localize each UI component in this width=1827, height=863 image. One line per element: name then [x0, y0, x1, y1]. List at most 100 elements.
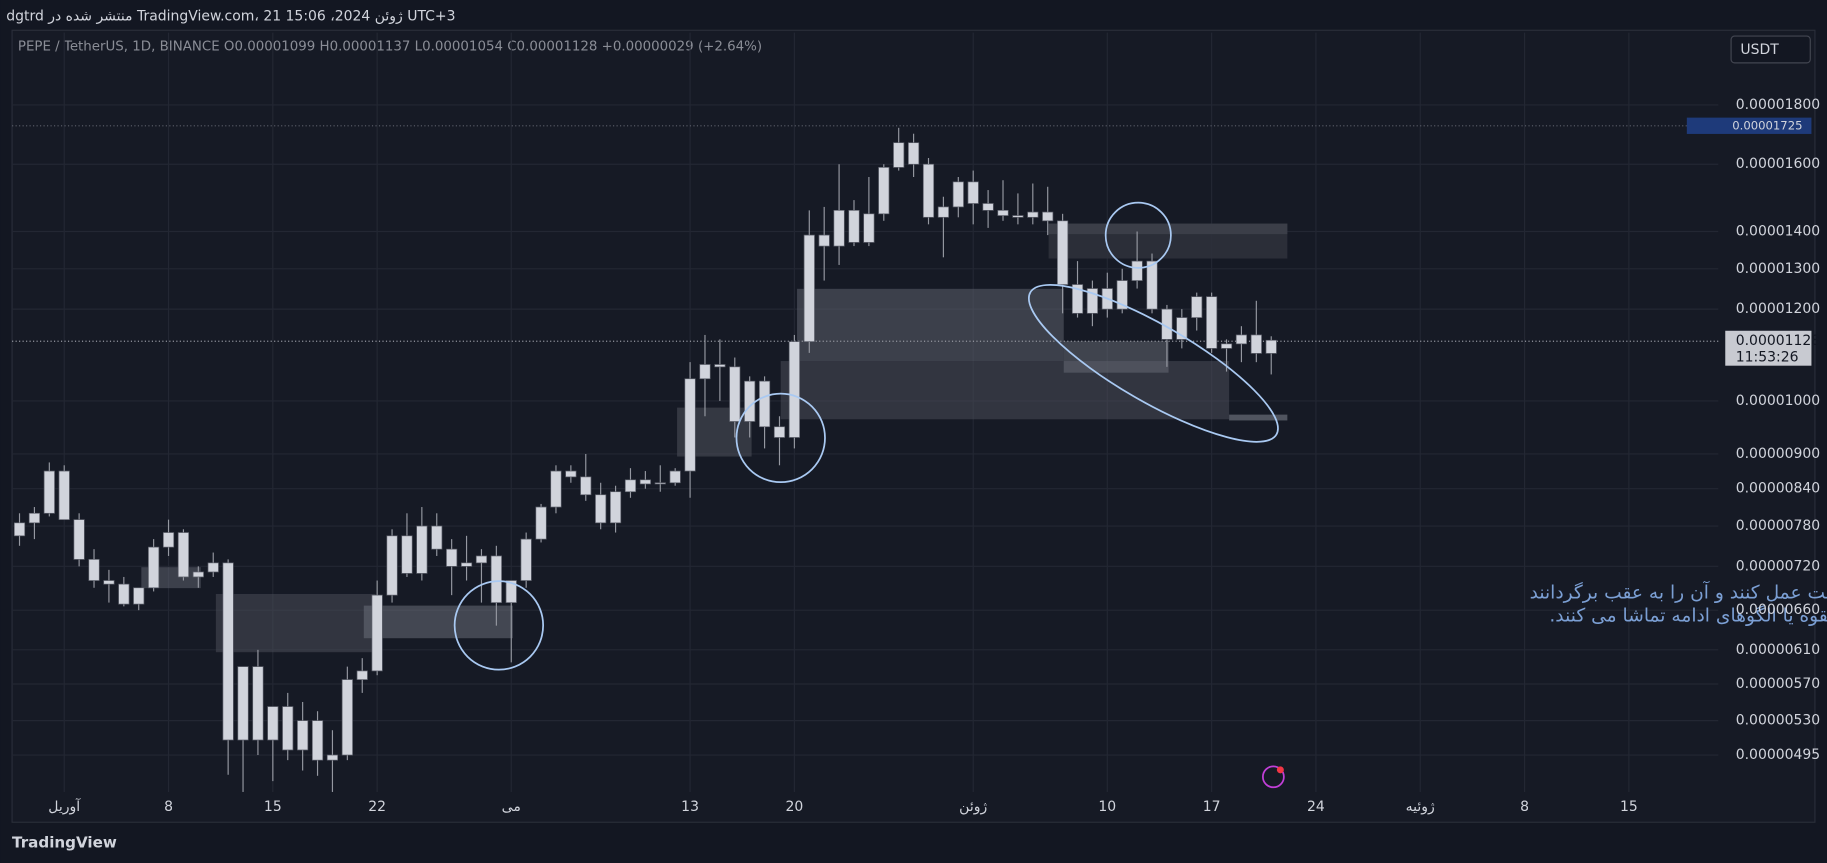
- candle-body: [371, 594, 383, 672]
- candle-body: [669, 470, 681, 484]
- alert-dot: [1276, 766, 1284, 774]
- y-tick-label: 0.00001400: [1736, 223, 1820, 239]
- y-tick-label: 0.00000720: [1736, 558, 1820, 574]
- candle-body: [878, 167, 890, 215]
- candle-body: [326, 754, 339, 761]
- candle-body: [460, 562, 473, 567]
- candle-body: [446, 548, 458, 567]
- candle-body: [252, 666, 264, 741]
- x-tick-label: 24: [1307, 799, 1325, 815]
- circle: [1104, 201, 1172, 269]
- candle-body: [1071, 284, 1084, 314]
- x-tick-label: 8: [1520, 799, 1529, 815]
- candle-body: [1086, 288, 1098, 314]
- candle-body: [908, 142, 920, 165]
- candle-body: [848, 210, 860, 243]
- y-tick-label: 0.00000900: [1736, 446, 1820, 462]
- candle-body: [222, 562, 234, 741]
- zone: [1229, 414, 1288, 421]
- candle-body: [162, 532, 175, 548]
- candle-body: [341, 679, 353, 756]
- currency-button[interactable]: [1730, 35, 1811, 64]
- candle-body: [639, 479, 651, 485]
- candle-body: [1265, 339, 1277, 354]
- header: dgtrd منتشر شده در TradingView.com، 21 ژ…: [6, 8, 455, 24]
- candle-body: [744, 380, 756, 422]
- candle-body: [73, 519, 85, 560]
- high-price-badge: [1686, 117, 1812, 134]
- candle-body: [595, 494, 607, 524]
- candle-body: [714, 364, 726, 368]
- candle-body: [192, 571, 204, 578]
- candle-body: [490, 555, 502, 603]
- candle-body: [207, 562, 219, 573]
- candle-body: [475, 555, 488, 564]
- candle-body: [803, 234, 815, 342]
- candle-body: [1220, 343, 1233, 349]
- brand: TradingView: [12, 834, 117, 852]
- candle-body: [982, 203, 994, 211]
- candle-body: [759, 380, 771, 428]
- x-tick-label: ژوئن: [959, 799, 987, 815]
- candle-body: [58, 470, 70, 520]
- x-tick-label: 13: [681, 799, 699, 815]
- x-tick-label: می: [502, 799, 521, 815]
- candle-body: [788, 341, 800, 438]
- countdown: 11:53:26: [1736, 350, 1799, 366]
- annotation: حفره های نقدینگی می توانند به عنوان آهنر…: [1530, 580, 1827, 603]
- ellipse: [1028, 284, 1279, 443]
- candle-body: [654, 482, 666, 485]
- candle-body: [565, 470, 577, 478]
- candle-body: [237, 666, 249, 741]
- candle-body: [297, 720, 309, 751]
- zone: [1063, 341, 1169, 373]
- y-tick-label: 0.00001300: [1736, 261, 1820, 277]
- candle-body: [922, 163, 935, 218]
- candle-body: [729, 366, 741, 422]
- x-tick-label: 20: [785, 799, 803, 815]
- x-tick-label: 15: [1620, 799, 1638, 815]
- last-price-label: 0.00001128: [1736, 333, 1820, 349]
- candle-body: [535, 506, 547, 540]
- candle-body: [356, 670, 368, 680]
- candle-body: [1250, 334, 1262, 354]
- legend: PEPE / TetherUS, 1D, BINANCE O0.00001099…: [18, 40, 762, 55]
- candle-body: [1012, 215, 1024, 218]
- candle-body: [267, 706, 279, 741]
- candle-body: [431, 525, 443, 550]
- candle-body: [1191, 296, 1203, 318]
- y-tick-label: 0.00001800: [1736, 97, 1820, 113]
- y-tick-label: 0.00000610: [1736, 642, 1820, 658]
- candle-body: [311, 720, 324, 761]
- candle-body: [282, 706, 294, 751]
- x-tick-label: 8: [164, 799, 173, 815]
- candle-body: [937, 206, 949, 218]
- candle-body: [1146, 260, 1158, 310]
- drawings: [453, 201, 1279, 671]
- candle-body: [967, 181, 979, 204]
- candle-body: [505, 580, 517, 603]
- candle-body: [43, 470, 55, 514]
- candle-body: [952, 181, 964, 208]
- candle-body: [386, 535, 398, 596]
- candle-body: [773, 426, 786, 438]
- candle-body: [133, 587, 145, 605]
- zone: [215, 593, 376, 653]
- zone: [1048, 223, 1288, 235]
- y-tick-label: 0.00001200: [1736, 301, 1820, 317]
- x-tick-label: 22: [368, 799, 386, 815]
- candle-body: [833, 210, 845, 247]
- candle-body: [550, 470, 562, 508]
- x-tick-label: آوریل: [48, 798, 81, 815]
- y-tick-label: 0.00000780: [1736, 518, 1820, 534]
- circle: [453, 580, 545, 671]
- x-tick-label: 15: [264, 799, 282, 815]
- y-tick-label: 0.00001000: [1736, 393, 1820, 409]
- candle-body: [177, 532, 189, 578]
- candle-body: [520, 538, 532, 581]
- alert-icon[interactable]: [1262, 765, 1285, 789]
- x-tick-label: ژوئیه: [1406, 799, 1435, 815]
- y-tick-label: 0.00001600: [1736, 156, 1820, 172]
- zone: [363, 605, 513, 639]
